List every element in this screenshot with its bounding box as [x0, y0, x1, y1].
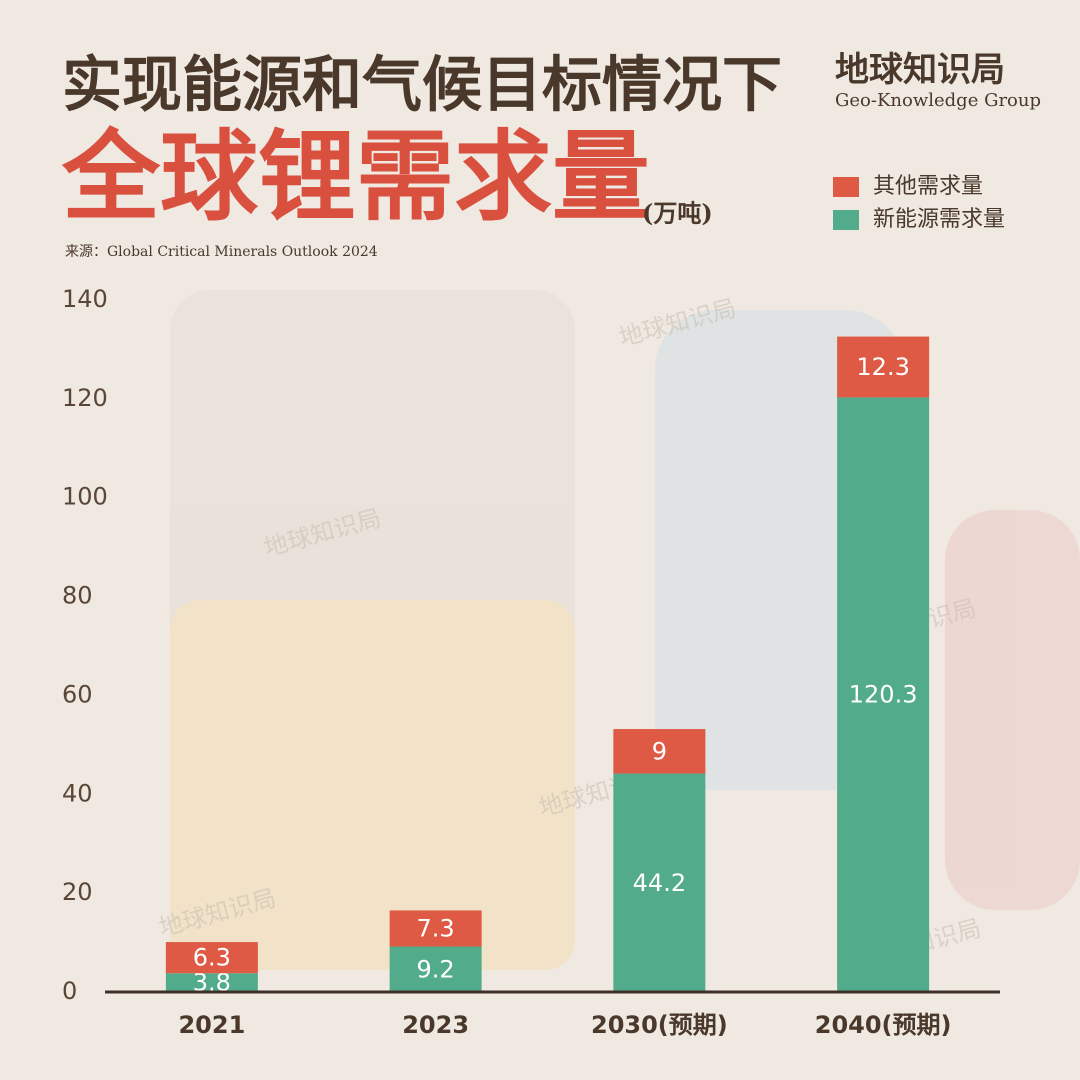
legend-swatch	[833, 210, 859, 230]
value-label: 12.3	[856, 353, 909, 381]
chart-subtitle: 全球锂需求量	[61, 119, 650, 234]
y-tick-label: 140	[62, 285, 108, 313]
bar-segment	[613, 729, 706, 774]
chart-title: 实现能源和气候目标情况下	[62, 51, 782, 121]
x-tick-label: 2040(预期)	[815, 1011, 952, 1039]
battery-shape	[945, 510, 1080, 910]
y-tick-label: 20	[62, 878, 93, 906]
bar-segment	[613, 773, 706, 992]
source: 来源：Global Critical Minerals Outlook 2024	[65, 244, 378, 260]
brand: 地球知识局	[835, 50, 1005, 90]
legend-label: 新能源需求量	[873, 207, 1005, 232]
bar-segment	[837, 336, 930, 398]
y-tick-label: 120	[62, 384, 108, 412]
x-tick-label: 2023	[402, 1011, 469, 1039]
x-tick-label: 2030(预期)	[591, 1011, 728, 1039]
bar-segment	[837, 397, 930, 993]
unit: (万吨)	[642, 199, 713, 228]
background-art	[170, 290, 1080, 970]
bar-segment	[389, 910, 482, 947]
value-label: 9.2	[417, 955, 455, 983]
value-label: 120.3	[849, 681, 918, 709]
legend-label: 其他需求量	[873, 174, 983, 199]
bar-segment	[389, 946, 482, 992]
y-tick-label: 80	[62, 582, 93, 610]
value-label: 6.3	[193, 944, 231, 972]
y-tick-label: 40	[62, 779, 93, 807]
x-tick-label: 2021	[178, 1011, 245, 1039]
y-tick-label: 100	[62, 483, 108, 511]
value-label: 7.3	[417, 914, 455, 942]
value-label: 9	[652, 737, 667, 765]
y-tick-label: 60	[62, 680, 93, 708]
battery-shape	[170, 600, 575, 970]
y-tick-label: 0	[62, 977, 77, 1005]
bar-segment	[165, 942, 258, 974]
bar-segment	[165, 973, 258, 992]
legend-swatch	[833, 177, 859, 197]
brand-en: Geo-Knowledge Group	[835, 90, 1041, 111]
value-label: 44.2	[633, 869, 686, 897]
